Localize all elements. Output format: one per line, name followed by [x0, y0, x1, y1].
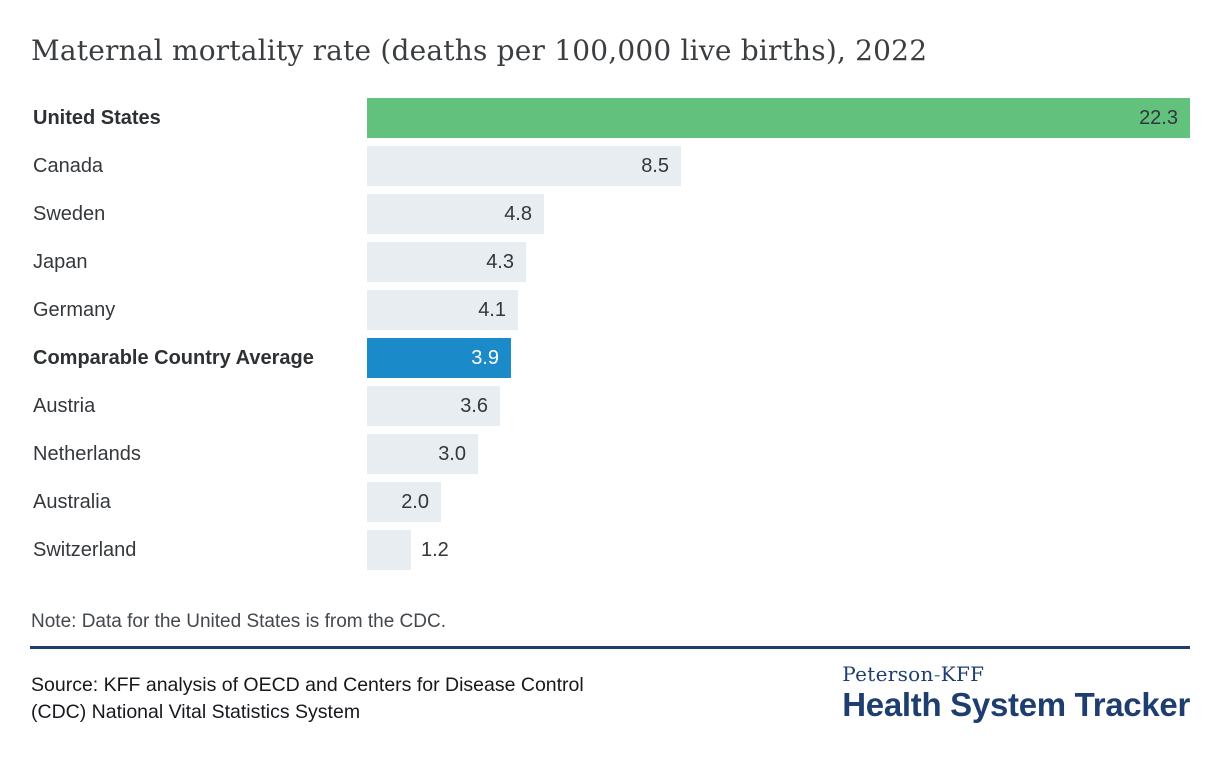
- bar-track: 3.9: [367, 338, 1190, 378]
- chart-row: Switzerland 1.2: [33, 530, 1190, 570]
- bar-value: 4.3: [486, 250, 514, 273]
- row-label: Comparable Country Average: [33, 346, 314, 369]
- chart-row: United States 22.3: [33, 98, 1190, 138]
- bar-track: 2.0: [367, 482, 1190, 522]
- bar: 8.5: [367, 146, 681, 186]
- chart-row: Australia 2.0: [33, 482, 1190, 522]
- chart-note: Note: Data for the United States is from…: [31, 611, 447, 632]
- bar-value: 2.0: [401, 490, 429, 513]
- bar-track: 3.6: [367, 386, 1190, 426]
- bar-track: 1.2: [367, 530, 1190, 570]
- chart-row: Germany 4.1: [33, 290, 1190, 330]
- chart-title: Maternal mortality rate (deaths per 100,…: [31, 34, 928, 67]
- bar-track: 8.5: [367, 146, 1190, 186]
- row-label: Austria: [33, 394, 96, 417]
- bar-value: 22.3: [1139, 106, 1178, 129]
- logo-hyphen: -: [933, 662, 941, 686]
- peterson-kff-logo: Peterson-KFF Health System Tracker: [842, 662, 1190, 724]
- bar-value: 8.5: [641, 154, 669, 177]
- bar-value: 3.6: [460, 394, 488, 417]
- bar-value: 3.0: [438, 442, 466, 465]
- chart-row: Canada 8.5: [33, 146, 1190, 186]
- logo-brand-left: Peterson: [842, 662, 934, 686]
- bar: 4.3: [367, 242, 526, 282]
- bar: [367, 530, 411, 570]
- row-label: Japan: [33, 250, 88, 273]
- bar-track: 3.0: [367, 434, 1190, 474]
- footer-divider: [30, 646, 1190, 649]
- bar: 22.3: [367, 98, 1190, 138]
- row-label: Canada: [33, 154, 104, 177]
- row-label: Netherlands: [33, 442, 141, 465]
- chart-row: Austria 3.6: [33, 386, 1190, 426]
- bar-value: 3.9: [471, 346, 499, 369]
- logo-name: Health System Tracker: [842, 686, 1190, 723]
- source-line-2: (CDC) National Vital Statistics System: [31, 701, 361, 723]
- bar-value: 4.1: [478, 298, 506, 321]
- chart-row: Comparable Country Average 3.9: [33, 338, 1190, 378]
- bar: 3.0: [367, 434, 478, 474]
- chart-rows: United States 22.3 Canada 8.5 Sweden 4.8…: [33, 98, 1190, 578]
- chart-row: Sweden 4.8: [33, 194, 1190, 234]
- bar: 2.0: [367, 482, 441, 522]
- bar-track: 22.3: [367, 98, 1190, 138]
- logo-brand-right: KFF: [940, 662, 985, 686]
- source-attribution: Source: KFF analysis of OECD and Centers…: [31, 672, 711, 726]
- row-label: Germany: [33, 298, 116, 321]
- bar: 4.1: [367, 290, 518, 330]
- chart-row: Japan 4.3: [33, 242, 1190, 282]
- row-label: Sweden: [33, 202, 106, 225]
- chart-row: Netherlands 3.0: [33, 434, 1190, 474]
- row-label: Switzerland: [33, 538, 137, 561]
- row-label: United States: [33, 106, 161, 129]
- bar-track: 4.1: [367, 290, 1190, 330]
- bar-value: 4.8: [504, 202, 532, 225]
- logo-brand-line: Peterson-KFF: [842, 662, 1190, 686]
- bar: 3.6: [367, 386, 500, 426]
- bar: 3.9: [367, 338, 511, 378]
- bar-value: 1.2: [421, 538, 449, 561]
- bar: 4.8: [367, 194, 544, 234]
- bar-track: 4.8: [367, 194, 1190, 234]
- source-line-1: Source: KFF analysis of OECD and Centers…: [31, 674, 584, 696]
- row-label: Australia: [33, 490, 111, 513]
- bar-track: 4.3: [367, 242, 1190, 282]
